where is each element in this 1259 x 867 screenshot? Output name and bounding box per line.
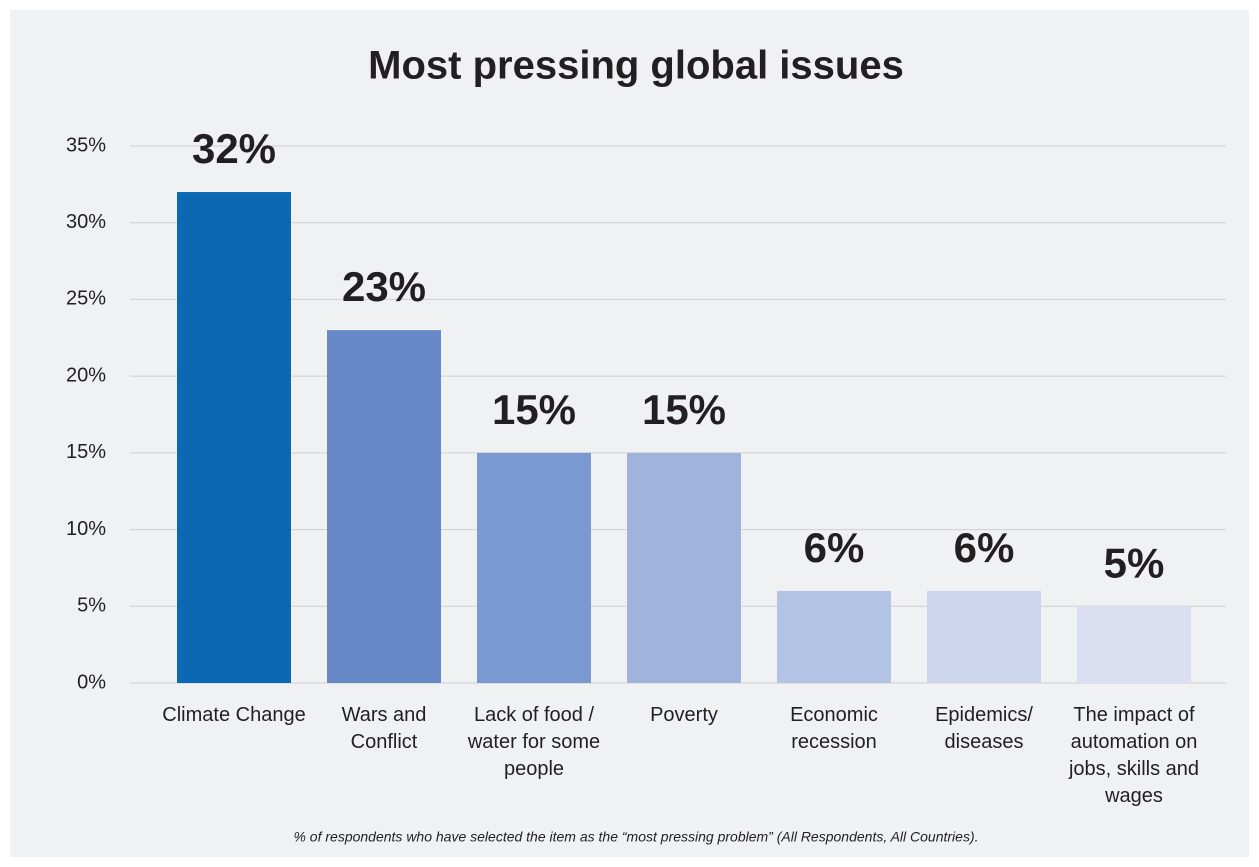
y-tick-label: 35% (66, 134, 106, 156)
x-tick-label: Epidemics/ diseases (935, 704, 1033, 753)
bar (927, 590, 1041, 683)
data-label: 5% (1104, 539, 1165, 586)
x-tick-label: Poverty (650, 704, 718, 726)
data-label: 32% (192, 125, 276, 172)
x-tick-label: Wars and Conflict (341, 704, 427, 753)
bar (327, 330, 441, 683)
bar (1077, 606, 1191, 683)
x-tick-label: Lack of food / water for some people (467, 704, 601, 780)
footnote: % of respondents who have selected the i… (293, 829, 978, 845)
bar (777, 590, 891, 683)
y-tick-label: 20% (66, 364, 106, 386)
bar (177, 192, 291, 683)
y-tick-label: 10% (66, 518, 106, 540)
x-tick-label: Climate Change (162, 704, 306, 726)
data-label: 6% (804, 524, 865, 571)
y-tick-label: 0% (77, 671, 106, 693)
x-tick-label: Economic recession (790, 704, 878, 753)
data-label: 23% (342, 263, 426, 310)
y-tick-label: 15% (66, 441, 106, 463)
y-tick-label: 30% (66, 211, 106, 233)
data-label: 15% (492, 386, 576, 433)
data-label: 15% (642, 386, 726, 433)
y-tick-label: 5% (77, 595, 106, 617)
x-tick-label: The impact of automation on jobs, skills… (1068, 704, 1200, 807)
data-label: 6% (954, 524, 1015, 571)
y-tick-label: 25% (66, 288, 106, 310)
chart-title: Most pressing global issues (368, 44, 904, 88)
bar (477, 452, 591, 683)
bar (627, 452, 741, 683)
